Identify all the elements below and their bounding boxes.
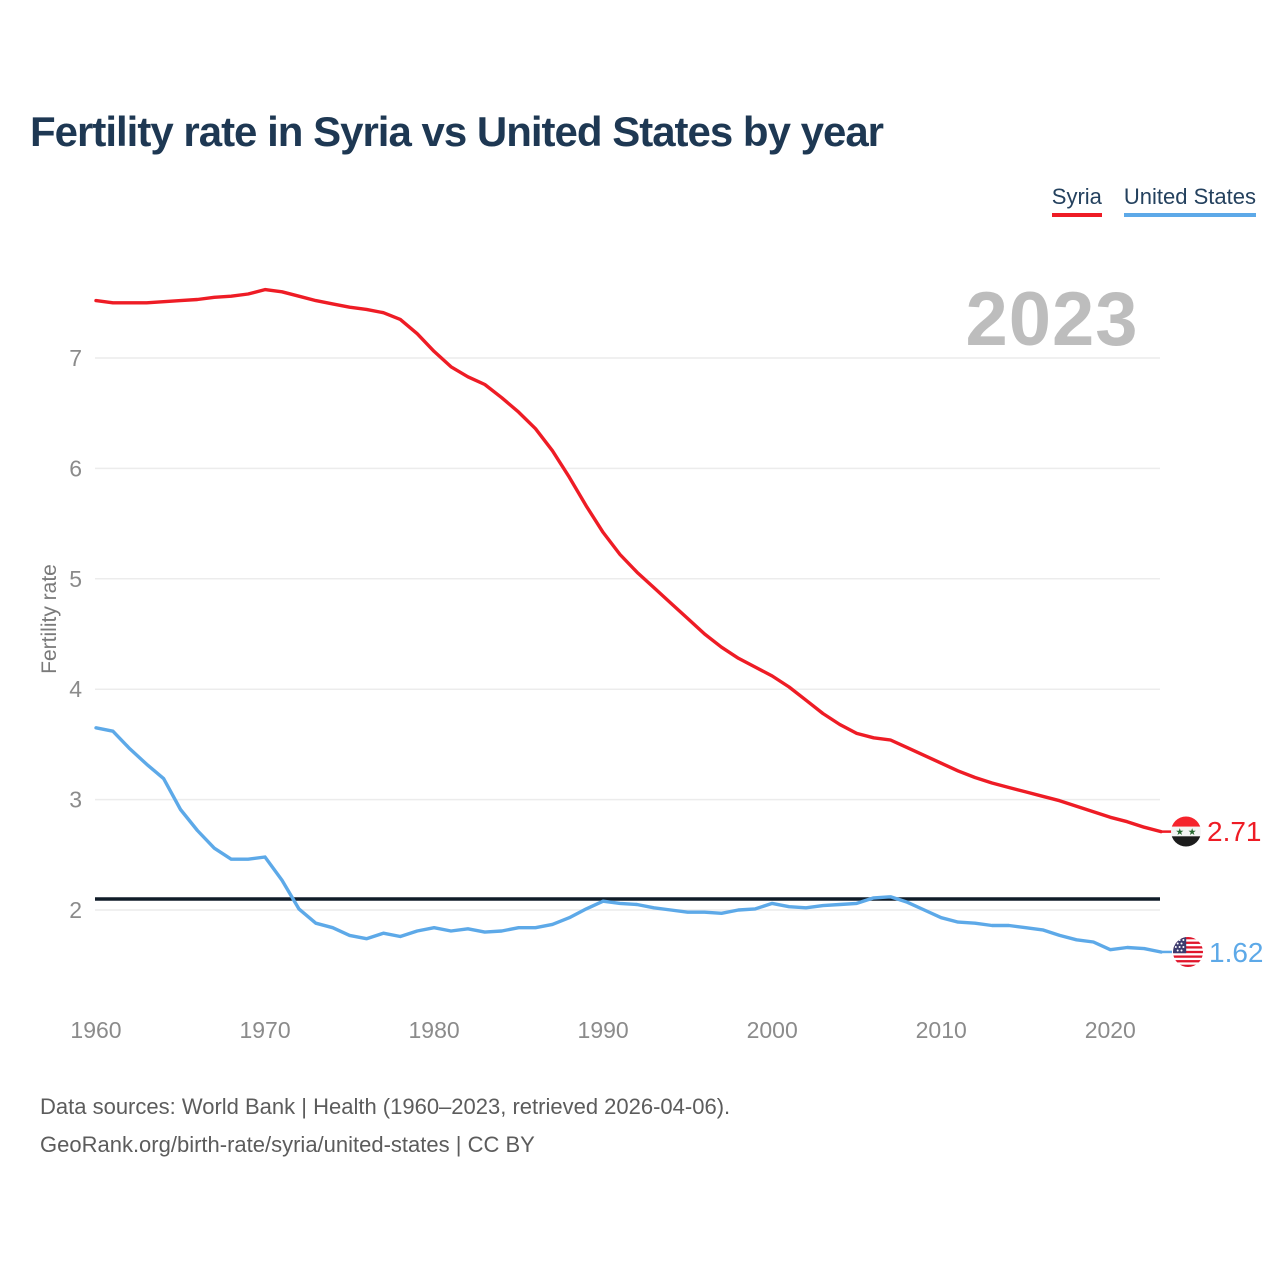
x-tick-label: 1960 — [70, 1017, 121, 1043]
svg-text:★: ★ — [1188, 827, 1197, 838]
us-flag-icon — [1173, 937, 1203, 967]
legend-item-united-states[interactable]: United States — [1123, 184, 1256, 217]
x-tick-label: 1980 — [409, 1017, 460, 1043]
x-tick-label: 2000 — [747, 1017, 798, 1043]
y-axis-tick-labels: 2 3 4 5 6 7 — [69, 345, 82, 923]
x-axis-tick-labels: 1960 1970 1980 1990 2000 2010 2020 — [70, 1017, 1135, 1043]
y-axis-title: Fertility rate — [38, 564, 61, 674]
footer-attribution-line: GeoRank.org/birth-rate/syria/united-stat… — [40, 1132, 535, 1157]
syria-flag-icon: ★ ★ — [1171, 816, 1201, 847]
y-tick-label: 3 — [69, 787, 82, 813]
x-tick-label: 2010 — [916, 1017, 967, 1043]
x-tick-label: 2020 — [1085, 1017, 1136, 1043]
x-tick-label: 1990 — [578, 1017, 629, 1043]
footer-sources-line: Data sources: World Bank | Health (1960–… — [40, 1094, 731, 1119]
y-tick-label: 4 — [69, 676, 82, 702]
watermark-year: 2023 — [965, 277, 1138, 362]
page-title: Fertility rate in Syria vs United States… — [30, 108, 884, 155]
syria-end-value: 2.71 — [1207, 816, 1262, 847]
legend-label-syria: Syria — [1051, 184, 1102, 209]
legend-label-united-states: United States — [1123, 184, 1256, 209]
legend-item-syria[interactable]: Syria — [1051, 184, 1102, 217]
y-tick-label: 6 — [69, 455, 82, 481]
gridlines — [95, 357, 1160, 911]
y-tick-label: 5 — [69, 566, 82, 592]
series-line-syria[interactable] — [94, 287, 1163, 834]
y-tick-label: 2 — [69, 897, 82, 923]
legend: Syria United States — [1051, 184, 1256, 217]
footer: Data sources: World Bank | Health (1960–… — [40, 1088, 730, 1164]
series-line-united-states[interactable] — [94, 726, 1163, 954]
svg-text:★: ★ — [1176, 827, 1185, 838]
y-tick-label: 7 — [69, 345, 82, 371]
series-lines — [94, 287, 1172, 954]
us-end-value: 1.62 — [1209, 937, 1264, 968]
x-tick-label: 1970 — [239, 1017, 290, 1043]
